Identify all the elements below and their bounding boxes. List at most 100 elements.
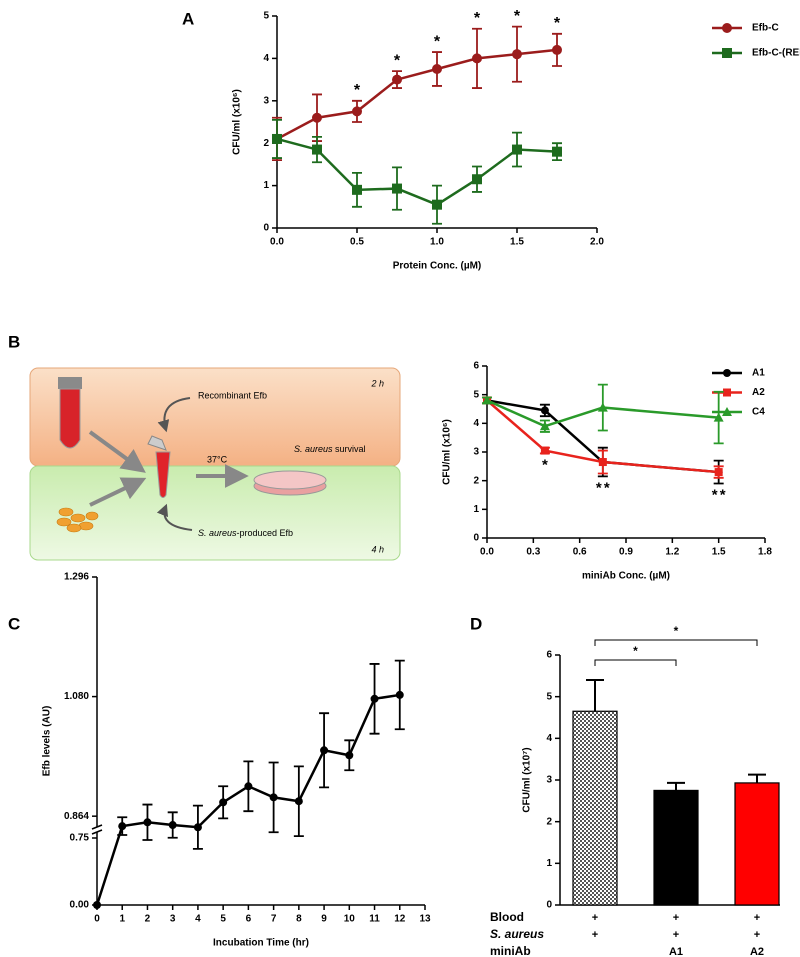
y-tick-label: 1 <box>473 504 479 515</box>
time-label: 4 h <box>371 544 384 554</box>
legend-label: A2 <box>752 387 765 398</box>
diagram-label: S. aureus-produced Efb <box>198 528 293 538</box>
x-tick-label: 0 <box>94 914 100 925</box>
panel-label: B <box>8 332 20 351</box>
x-axis-label: Protein Conc. (µM) <box>393 261 482 272</box>
marker <box>472 53 482 64</box>
error-bar <box>748 773 766 783</box>
error-bar <box>586 679 604 712</box>
bar <box>734 782 780 906</box>
tube-cap <box>58 377 82 389</box>
marker <box>168 821 177 830</box>
marker <box>395 690 404 699</box>
diagram-label: -produced Efb <box>237 528 294 538</box>
y-tick-label: 4 <box>473 418 479 429</box>
y-tick-label: 1 <box>263 180 269 191</box>
legend-label: A1 <box>752 368 765 379</box>
marker <box>723 388 731 397</box>
marker <box>93 901 101 909</box>
axis-break <box>91 829 103 835</box>
y-tick-label: 0.75 <box>70 833 90 844</box>
y-tick-label: 6 <box>473 361 479 372</box>
error-bar <box>667 781 685 791</box>
table-cell: + <box>673 929 679 941</box>
significance-label: * <box>674 624 679 638</box>
legend-label: C4 <box>752 407 765 418</box>
x-tick-label: 3 <box>170 914 176 925</box>
y-tick-label: 1 <box>546 858 552 869</box>
marker <box>539 421 550 431</box>
x-tick-label: 9 <box>321 914 327 925</box>
phase-box <box>29 465 401 561</box>
marker <box>432 199 442 210</box>
y-tick-label: 2 <box>546 816 552 827</box>
annotation: * <box>604 479 610 496</box>
annotation: * <box>354 82 361 99</box>
curved-arrow <box>156 503 193 531</box>
significance-bracket <box>594 639 758 646</box>
organism: S. aureus <box>294 444 333 454</box>
y-tick-label: 3 <box>263 95 269 106</box>
arrow <box>89 477 147 507</box>
annotation: * <box>514 8 521 25</box>
series-line <box>486 399 719 474</box>
x-tick-label: 4 <box>195 914 201 925</box>
x-tick-label: 0.5 <box>350 237 364 248</box>
series-line <box>486 399 719 428</box>
table-row-label: miniAb <box>490 944 531 957</box>
marker <box>193 823 202 832</box>
reaction-tube <box>155 451 171 498</box>
marker <box>370 694 379 703</box>
series-line <box>276 137 558 207</box>
marker <box>722 48 732 58</box>
table-row-label: S. aureus <box>490 927 544 941</box>
marker <box>143 818 152 827</box>
y-tick-label: 1.296 <box>64 572 89 583</box>
table-cell: + <box>673 912 679 924</box>
bar <box>572 710 618 906</box>
diagram-label: S. aureus survival <box>294 444 366 454</box>
marker <box>352 184 362 195</box>
tube-lid <box>147 435 167 451</box>
arrow <box>88 430 146 473</box>
x-tick-label: 2 <box>145 914 151 925</box>
marker <box>392 183 402 194</box>
marker <box>512 144 522 155</box>
marker <box>432 64 442 74</box>
x-tick-label: 1.5 <box>712 547 726 558</box>
annotation: * <box>542 456 548 473</box>
x-tick-label: 7 <box>271 914 277 925</box>
x-tick-label: 0.9 <box>619 547 633 558</box>
x-tick-label: 0.0 <box>270 237 284 248</box>
axis-break <box>91 824 103 830</box>
marker <box>312 112 322 123</box>
panel-label: C <box>8 614 20 633</box>
x-tick-label: 8 <box>296 914 302 925</box>
marker <box>472 174 482 185</box>
marker <box>512 49 522 60</box>
marker <box>294 797 303 806</box>
marker <box>540 446 549 455</box>
x-tick-label: 5 <box>220 914 226 925</box>
x-axis-label: miniAb Conc. (µM) <box>582 571 670 582</box>
table-cell: + <box>592 912 598 924</box>
y-tick-label: 0.864 <box>64 811 89 822</box>
y-tick-label: 0 <box>263 223 269 234</box>
x-tick-label: 12 <box>394 914 406 925</box>
diagram-label: Recombinant Efb <box>198 390 267 400</box>
y-tick-label: 2 <box>473 475 479 486</box>
marker <box>320 746 329 755</box>
x-tick-label: 6 <box>246 914 252 925</box>
x-tick-label: 11 <box>369 914 380 925</box>
table-cell: + <box>592 929 598 941</box>
marker <box>714 468 723 477</box>
y-tick-label: 3 <box>546 775 552 786</box>
marker <box>118 822 127 831</box>
y-tick-label: 4 <box>263 53 269 64</box>
table-cell: A2 <box>750 946 764 957</box>
bar <box>653 789 699 906</box>
significance-label: * <box>633 644 638 658</box>
marker <box>272 133 282 144</box>
y-axis-label: Efb levels (AU) <box>42 706 53 777</box>
significance-bracket <box>594 659 677 666</box>
